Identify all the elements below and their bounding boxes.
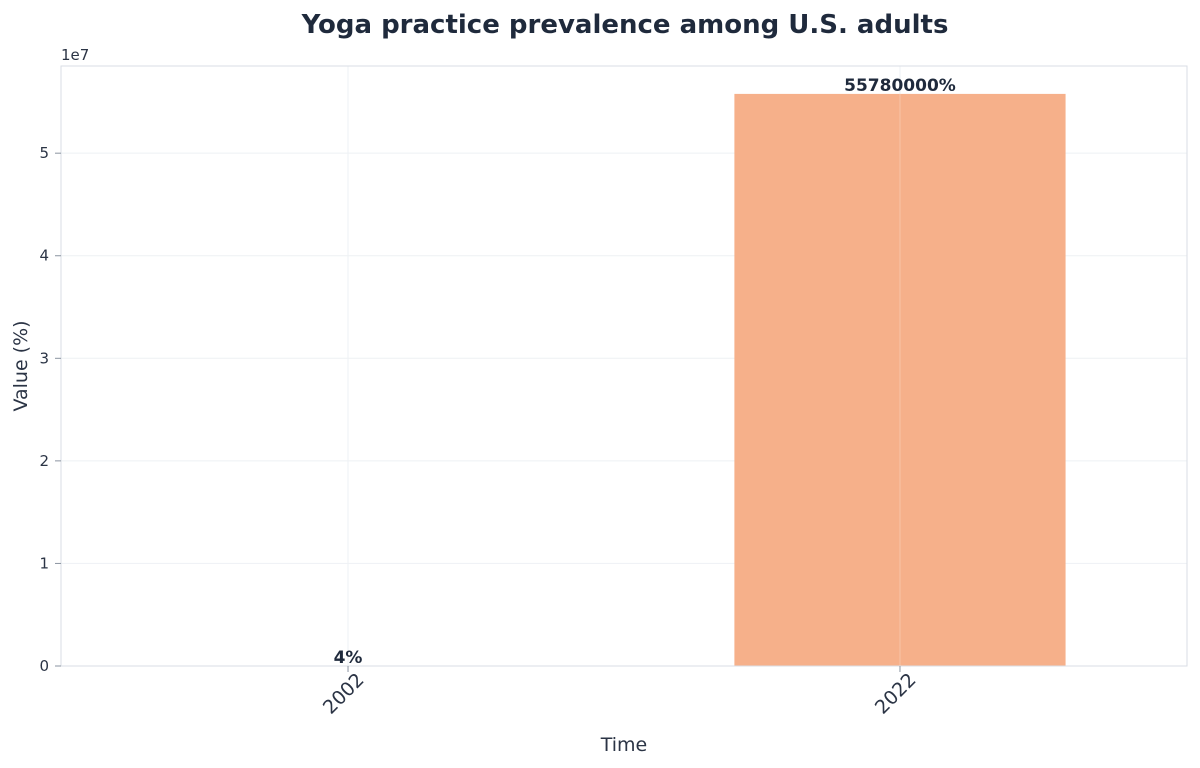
y-tick-label: 1 bbox=[39, 554, 49, 572]
bar bbox=[734, 93, 1066, 666]
chart-title: Yoga practice prevalence among U.S. adul… bbox=[301, 10, 949, 40]
bars bbox=[182, 93, 1066, 666]
y-axis-scale-label: 1e7 bbox=[61, 46, 89, 64]
y-tick-label: 5 bbox=[39, 144, 49, 162]
y-tick-label: 3 bbox=[39, 349, 49, 367]
y-tick-label: 2 bbox=[39, 452, 49, 470]
y-tick-label: 4 bbox=[39, 247, 49, 265]
x-tick-label: 2002 bbox=[319, 669, 369, 719]
y-tick-label: 0 bbox=[39, 657, 49, 675]
data-label: 55780000% bbox=[844, 76, 956, 96]
x-tick-label: 2022 bbox=[871, 669, 921, 719]
y-axis-label: Value (%) bbox=[10, 320, 32, 411]
data-label: 4% bbox=[334, 648, 363, 668]
data-labels: 4% 55780000% bbox=[334, 76, 956, 668]
x-axis-ticks: 2002 2022 bbox=[319, 666, 921, 719]
y-axis-ticks: 0 1 2 3 4 5 bbox=[39, 144, 61, 675]
plot-frame bbox=[60, 65, 1188, 667]
x-axis-label: Time bbox=[600, 734, 648, 756]
